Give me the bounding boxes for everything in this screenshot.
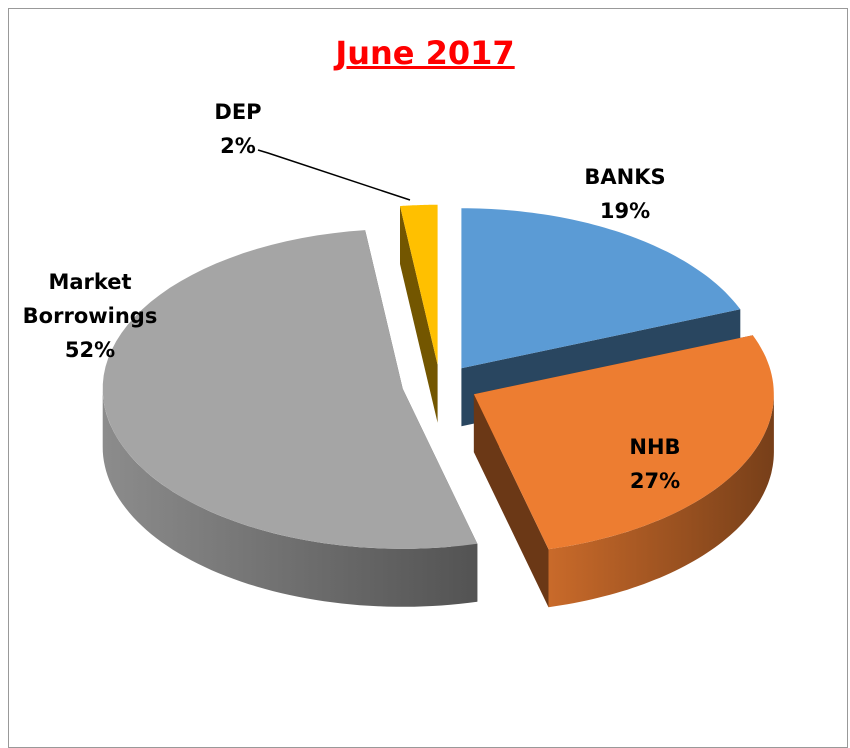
slice: [400, 204, 438, 365]
category-label: NHB: [629, 435, 681, 459]
value-label: 27%: [629, 469, 681, 493]
category-label: BANKS: [584, 165, 666, 189]
data-label: BANKS 19%: [540, 160, 710, 228]
value-label: 52%: [64, 338, 116, 362]
chart-title: June 2017: [335, 34, 515, 72]
value-label: 19%: [599, 199, 651, 223]
slice-side: [473, 394, 549, 608]
value-label: 2%: [220, 134, 256, 158]
data-label: Market Borrowings 52%: [15, 265, 165, 367]
leader-line: [257, 149, 411, 201]
data-label: DEP 2%: [153, 95, 323, 163]
category-label: Market Borrowings: [22, 270, 158, 328]
slice-wall: [102, 388, 478, 607]
slice: [461, 208, 741, 369]
slice-wall: [548, 394, 774, 608]
data-label: NHB 27%: [570, 430, 740, 498]
slice-side: [400, 206, 438, 423]
slice: [102, 230, 478, 549]
category-label: DEP: [214, 100, 262, 124]
slice: [473, 335, 774, 550]
